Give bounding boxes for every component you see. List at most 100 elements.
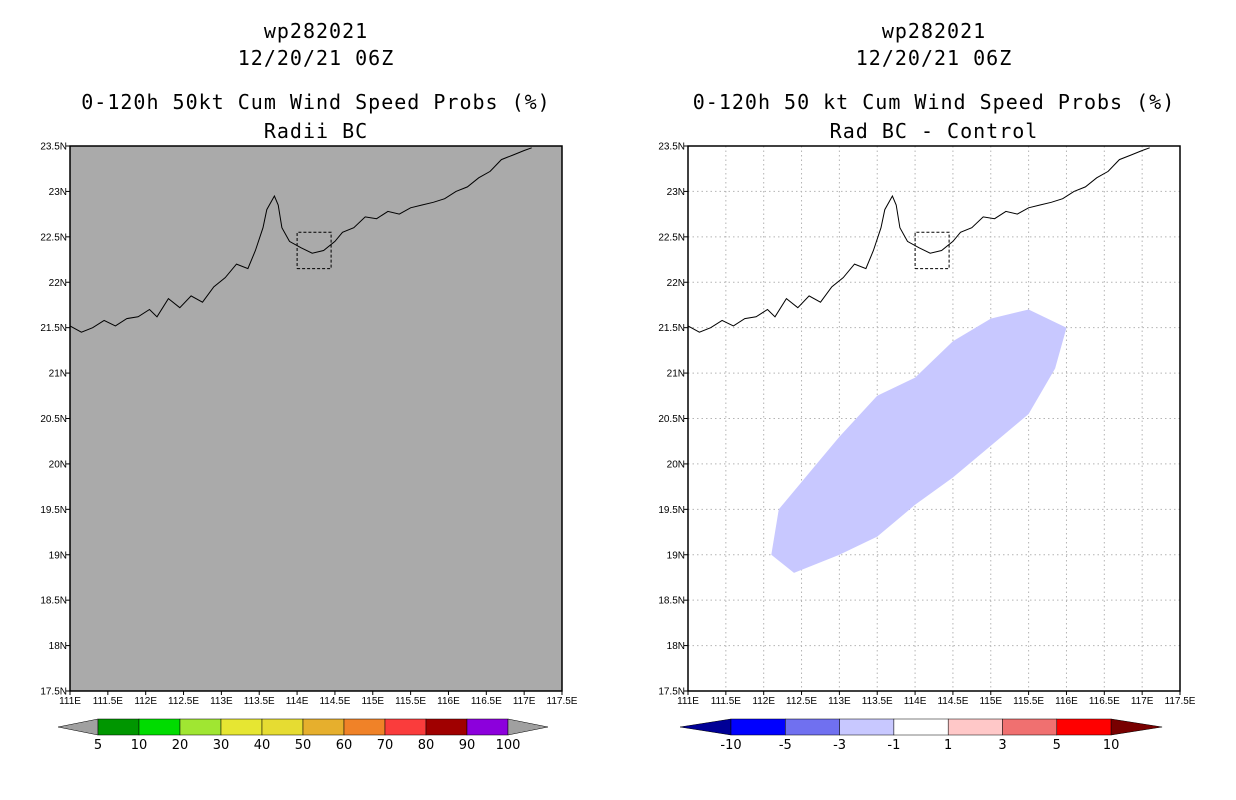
lon-tick-label: 113.5E (862, 696, 893, 707)
colorbar-high-end (507, 718, 549, 736)
lon-tick-label: 114.5E (937, 696, 968, 707)
lon-tick-label: 117.5E (1165, 696, 1196, 707)
colorbar-swatch (785, 718, 840, 736)
colorbar-swatch (220, 718, 263, 736)
colorbar-label: 50 (295, 738, 312, 753)
anomaly-field-polygon (771, 309, 1067, 573)
colorbar-swatch (893, 718, 949, 736)
left-title-product: 0-120h 50kt Cum Wind Speed Probs (%) (81, 90, 551, 114)
colorbar-label: 5 (94, 738, 102, 753)
lon-tick-label: 117E (513, 696, 536, 707)
lat-tick-label: 21N (667, 369, 685, 380)
lat-tick-label: 23N (49, 187, 67, 198)
right-map-panel: 111E 111.5E 112E 112.5E 113E 113.5E 114E 114.5E… (658, 142, 1195, 708)
left-title-subtitle: Radii BC (263, 119, 369, 143)
lon-tick-label: 116E (1055, 696, 1078, 707)
left-axis-ticks: 111E 111.5E 112E 112.5E 113E 113.5E 114E 114.5E… (40, 142, 577, 708)
left-colorbar: 5 10 20 30 40 50 60 70 80 90 100 (57, 718, 549, 753)
colorbar-swatch (839, 718, 895, 736)
lat-tick-label: 22N (667, 278, 685, 289)
lat-tick-label: 19N (667, 550, 685, 561)
left-missing-fill (70, 146, 562, 691)
colorbar-swatch (730, 718, 786, 736)
lon-tick-label: 112.5E (168, 696, 199, 707)
right-title-subtitle: Rad BC - Control (829, 119, 1039, 143)
colorbar-label: 30 (213, 738, 230, 753)
colorbar-label: 3 (998, 738, 1006, 753)
colorbar-swatch (466, 718, 509, 736)
right-title-date: 12/20/21 06Z (855, 46, 1013, 70)
lon-tick-label: 116E (437, 696, 460, 707)
colorbar-swatch (425, 718, 468, 736)
right-coastline (687, 147, 1150, 333)
lat-tick-label: 18N (49, 641, 67, 652)
colorbar-label: 100 (496, 738, 521, 753)
lon-tick-label: 115.5E (395, 696, 426, 707)
lon-tick-label: 111.5E (93, 696, 124, 707)
colorbar-low-end (679, 718, 732, 736)
colorbar-label: 5 (1053, 738, 1061, 753)
left-title-date: 12/20/21 06Z (237, 46, 395, 70)
lat-tick-label: 19N (49, 550, 67, 561)
lat-tick-label: 20N (49, 459, 67, 470)
colorbar-label: 10 (1103, 738, 1120, 753)
colorbar-label: 10 (131, 738, 148, 753)
lon-tick-label: 113E (210, 696, 233, 707)
lat-tick-label: 21.5N (40, 323, 67, 334)
lat-tick-label: 22N (49, 278, 67, 289)
lon-tick-label: 114E (286, 696, 309, 707)
colorbar-swatch (1056, 718, 1112, 736)
colorbar-label: 70 (377, 738, 394, 753)
lat-tick-label: 20.5N (40, 414, 67, 425)
lat-tick-label: 22.5N (658, 232, 685, 243)
lat-tick-label: 23.5N (658, 142, 685, 153)
lat-tick-label: 22.5N (40, 232, 67, 243)
lon-tick-label: 116.5E (471, 696, 502, 707)
lon-tick-label: 112E (752, 696, 775, 707)
colorbar-label: -10 (720, 738, 741, 753)
lon-tick-label: 115E (979, 696, 1002, 707)
hong-kong-boundary (296, 231, 332, 270)
lat-tick-label: 18.5N (658, 596, 685, 607)
lon-tick-label: 114.5E (319, 696, 350, 707)
colorbar-swatch (384, 718, 427, 736)
left-title-storm: wp282021 (263, 19, 369, 43)
colorbar-label: 60 (336, 738, 353, 753)
lon-tick-label: 115.5E (1013, 696, 1044, 707)
lon-tick-label: 112E (134, 696, 157, 707)
colorbar-high-end (1110, 718, 1163, 736)
right-colorbar: -10 -5 -3 -1 1 3 5 10 (679, 718, 1163, 753)
lon-tick-label: 113E (828, 696, 851, 707)
right-axis-ticks: 111E 111.5E 112E 112.5E 113E 113.5E 114E 114.5E… (658, 142, 1195, 708)
lat-tick-label: 17.5N (658, 687, 685, 698)
lat-tick-label: 20N (667, 459, 685, 470)
lat-tick-label: 20.5N (658, 414, 685, 425)
left-map-panel: 111E 111.5E 112E 112.5E 113E 113.5E 114E 114.5E… (40, 142, 577, 708)
colorbar-label: 40 (254, 738, 271, 753)
colorbar-swatch (179, 718, 222, 736)
lat-tick-label: 17.5N (40, 687, 67, 698)
colorbar-swatch (97, 718, 140, 736)
colorbar-low-end (57, 718, 99, 736)
right-title-storm: wp282021 (881, 19, 987, 43)
lat-tick-label: 18.5N (40, 596, 67, 607)
lat-tick-label: 21.5N (658, 323, 685, 334)
lon-tick-label: 114E (904, 696, 927, 707)
colorbar-swatch (947, 718, 1003, 736)
lon-tick-label: 115E (361, 696, 384, 707)
colorbar-label: 20 (172, 738, 189, 753)
lat-tick-label: 21N (49, 369, 67, 380)
colorbar-label: 90 (459, 738, 476, 753)
colorbar-swatch (1002, 718, 1058, 736)
lon-tick-label: 117E (1131, 696, 1154, 707)
colorbar-label: 80 (418, 738, 435, 753)
colorbar-swatch (138, 718, 181, 736)
lon-tick-label: 111.5E (711, 696, 742, 707)
left-coastline (69, 147, 532, 333)
colorbar-label: -3 (833, 738, 846, 753)
right-title-product: 0-120h 50 kt Cum Wind Speed Probs (%) (692, 90, 1176, 114)
colorbar-swatch (261, 718, 304, 736)
lon-tick-label: 117.5E (547, 696, 578, 707)
coastline (687, 147, 1150, 333)
